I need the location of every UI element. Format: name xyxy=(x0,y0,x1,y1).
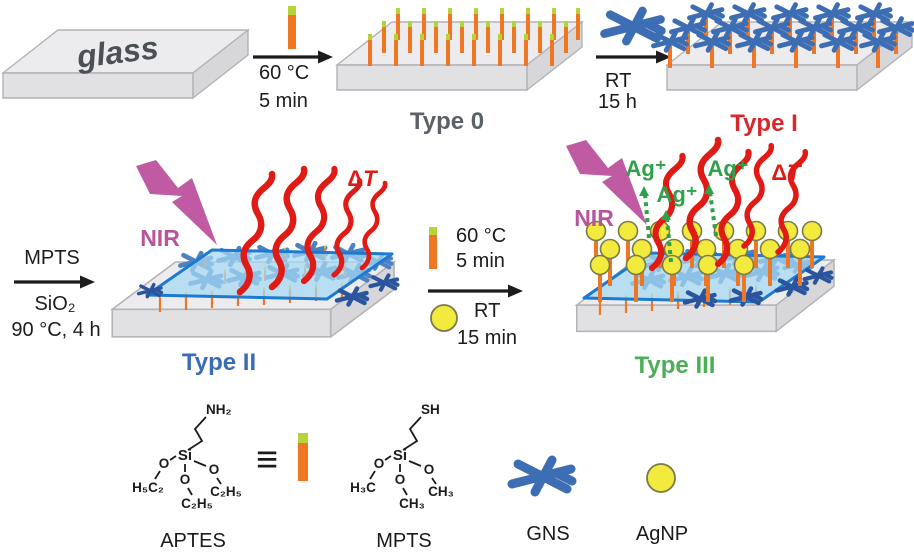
mpts-o-bottom-label: O xyxy=(395,472,406,487)
mpts-ch3-bottom-label: CH₃ xyxy=(399,496,425,511)
step2-time: 15 h xyxy=(598,91,637,113)
legend-gns-label: GNS xyxy=(526,523,569,545)
step4-temp2: RT xyxy=(474,300,500,322)
type0-label: Type 0 xyxy=(410,108,484,135)
step3-conditions: 90 °C, 4 h xyxy=(11,319,100,341)
type2-label: Type II xyxy=(182,349,256,376)
step1-temp: 60 °C xyxy=(259,62,309,84)
type2-nir-label: NIR xyxy=(140,225,180,251)
type3-sample: NIR Ag⁺ Ag⁺ Ag⁺ ΔT Type III xyxy=(566,140,835,379)
step1-arrow xyxy=(253,50,333,64)
step4-temp1: 60 °C xyxy=(456,225,506,247)
type3-label: Type III xyxy=(635,352,716,379)
mpts-ch3-right-label: CH₃ xyxy=(428,484,454,499)
legend-gns: GNS xyxy=(512,460,572,545)
type0-sample: Type 0 xyxy=(336,8,583,135)
mpts-o-left-label: O xyxy=(374,456,385,471)
legend-aptes-rod-icon xyxy=(298,433,308,481)
aptes-c2h5-right-label: C₂H₅ xyxy=(210,484,242,499)
type2-delta-t-label: ΔT xyxy=(347,166,378,191)
legend-aptes-structure: NH₂ Si O H₅C₂ O C₂H₅ O C₂H₅ APTES xyxy=(132,402,242,552)
step3-reaction: MPTS SiO₂ 90 °C, 4 h xyxy=(11,247,100,341)
ag-ion-label-2: Ag⁺ xyxy=(657,182,698,207)
step1-time: 5 min xyxy=(259,90,308,112)
step3-arrow xyxy=(14,275,95,289)
type1-label: Type I xyxy=(730,110,798,137)
glass-slab: glass xyxy=(2,29,249,99)
aptes-c2h5-bottom-label: C₂H₅ xyxy=(181,496,213,511)
step4-arrow xyxy=(428,284,523,298)
aptes-rod-icon xyxy=(288,6,296,49)
step1-reaction: 60 °C 5 min xyxy=(253,6,333,112)
aptes-h5c2-label: H₅C₂ xyxy=(132,480,164,495)
type3-delta-t-label: ΔT xyxy=(771,160,802,185)
mpts-o-right-label: O xyxy=(424,462,435,477)
legend-agnp-icon xyxy=(646,463,676,493)
type2-sample: NIR ΔT Type II xyxy=(111,160,397,376)
mpts-sh-label: SH xyxy=(421,402,440,417)
step4-aptes-rod-icon xyxy=(429,227,437,269)
step2-temp: RT xyxy=(605,70,631,92)
step4-reaction: 60 °C 5 min RT 15 min xyxy=(428,225,523,349)
aptes-nh2-label: NH₂ xyxy=(206,402,232,417)
step2-arrow xyxy=(596,50,671,64)
legend-agnp: AgNP xyxy=(636,463,688,545)
step4-agnp-icon xyxy=(430,304,458,332)
equivalence-symbol: ≡ xyxy=(256,439,278,481)
step3-oxide: SiO₂ xyxy=(34,293,75,315)
type2-silica-layer xyxy=(145,248,394,301)
aptes-si-label: Si xyxy=(178,447,192,464)
mpts-h3c-label: H₃C xyxy=(350,480,376,495)
legend-mpts-structure: SH Si O H₃C O CH₃ O CH₃ MPTS xyxy=(350,402,454,552)
legend-agnp-label: AgNP xyxy=(636,523,688,545)
mpts-si-label: Si xyxy=(393,447,407,464)
legend-aptes-label: APTES xyxy=(160,530,226,552)
step3-reagent: MPTS xyxy=(24,247,80,269)
ag-ion-label-3: Ag⁺ xyxy=(708,156,749,181)
step2-reaction: RT 15 h xyxy=(596,11,671,113)
step4-time2: 15 min xyxy=(457,327,517,349)
type3-nir-label: NIR xyxy=(574,205,614,231)
aptes-o-right-label: O xyxy=(209,462,220,477)
ag-ion-label-1: Ag⁺ xyxy=(626,156,667,181)
type1-sample: Type I xyxy=(654,5,913,137)
aptes-o-bottom-label: O xyxy=(180,472,191,487)
step4-time1: 5 min xyxy=(456,250,505,272)
aptes-o-left-label: O xyxy=(159,456,170,471)
legend-mpts-label: MPTS xyxy=(376,530,432,552)
